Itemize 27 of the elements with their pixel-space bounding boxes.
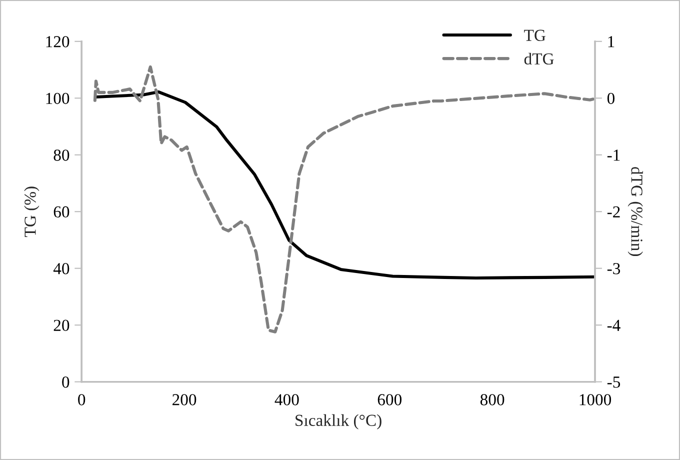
x-tick-label: 400 — [274, 394, 299, 406]
y-tick-label: 120 — [46, 36, 70, 48]
legend-label: dTG — [524, 52, 554, 65]
y2-tick-label: 1 — [608, 36, 614, 48]
y2-tick-label: -5 — [607, 376, 620, 388]
y-tick-label: 20 — [54, 320, 70, 332]
y2-tick-label: -3 — [607, 263, 620, 274]
y2-tick-label: -4 — [607, 320, 620, 331]
x-tick-label: 1000 — [580, 394, 612, 406]
y-tick-label: 80 — [54, 150, 70, 161]
x-tick-label: 0 — [78, 394, 86, 406]
y2-tick-label: -2 — [607, 206, 620, 218]
line-series — [93, 65, 595, 334]
x-tick-label: 200 — [172, 394, 196, 406]
y-tick-label: 40 — [53, 263, 70, 274]
y2-tick-label: -1 — [607, 150, 620, 161]
x-tick-label: 800 — [480, 394, 504, 406]
y-tick-label: 100 — [46, 92, 70, 104]
x-tick-label: 600 — [378, 394, 402, 406]
y-tick-label: 60 — [54, 206, 70, 218]
line-series — [94, 90, 595, 280]
y2-axis-title: dTG (%/min) — [628, 167, 643, 256]
y-axis-title: TG (%) — [24, 186, 40, 237]
y2-tick-label: 0 — [607, 92, 615, 104]
legend-label: TG — [524, 30, 546, 41]
y-tick-label: 0 — [62, 376, 70, 388]
x-axis-title: Sıcaklık (°C) — [296, 414, 382, 430]
